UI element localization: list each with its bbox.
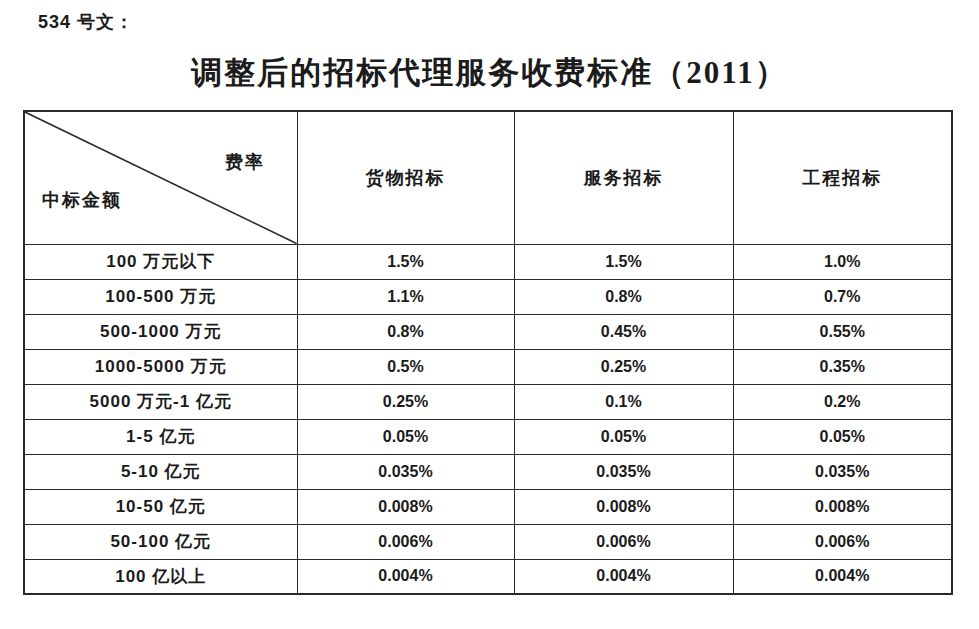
diagonal-divider-line [25,112,297,244]
fee-cell-engineering: 0.008% [733,489,952,524]
fee-cell-engineering: 0.004% [733,559,952,594]
fee-cell-service: 0.05% [514,419,733,454]
fee-cell-goods: 0.004% [297,559,514,594]
fee-cell-service: 0.008% [514,489,733,524]
fee-cell-goods: 0.008% [297,489,514,524]
amount-cell: 10-50 亿元 [24,489,297,524]
fee-cell-goods: 0.8% [297,314,514,349]
column-header-service: 服务招标 [514,111,733,244]
fee-cell-service: 0.25% [514,349,733,384]
amount-cell: 50-100 亿元 [24,524,297,559]
column-header-goods: 货物招标 [297,111,514,244]
fee-cell-service: 0.8% [514,279,733,314]
fee-cell-service: 0.035% [514,454,733,489]
table-row: 500-1000 万元 0.8% 0.45% 0.55% [24,314,952,349]
fee-cell-goods: 1.5% [297,244,514,279]
amount-cell: 500-1000 万元 [24,314,297,349]
fee-cell-goods: 0.006% [297,524,514,559]
amount-cell: 5-10 亿元 [24,454,297,489]
table-row: 100 亿以上 0.004% 0.004% 0.004% [24,559,952,594]
diagonal-corner-cell: 费率 中标金额 [24,111,297,244]
fee-cell-engineering: 0.035% [733,454,952,489]
fee-cell-engineering: 0.35% [733,349,952,384]
corner-label-rate: 费率 [225,150,265,174]
page-title: 调整后的招标代理服务收费标准（2011） [0,52,979,94]
fee-cell-goods: 0.25% [297,384,514,419]
fee-cell-service: 0.1% [514,384,733,419]
amount-cell: 100 亿以上 [24,559,297,594]
table-row: 50-100 亿元 0.006% 0.006% 0.006% [24,524,952,559]
table-row: 10-50 亿元 0.008% 0.008% 0.008% [24,489,952,524]
table-row: 1-5 亿元 0.05% 0.05% 0.05% [24,419,952,454]
fee-cell-engineering: 0.55% [733,314,952,349]
fee-cell-goods: 0.035% [297,454,514,489]
document-page: 534 号文： 调整后的招标代理服务收费标准（2011） 费率 中标金额 货物招… [0,0,979,629]
table-row: 100 万元以下 1.5% 1.5% 1.0% [24,244,952,279]
table-header-row: 费率 中标金额 货物招标 服务招标 工程招标 [24,111,952,244]
fee-cell-engineering: 0.7% [733,279,952,314]
table-row: 100-500 万元 1.1% 0.8% 0.7% [24,279,952,314]
fee-cell-service: 1.5% [514,244,733,279]
fee-cell-service: 0.006% [514,524,733,559]
fee-cell-engineering: 0.05% [733,419,952,454]
fee-cell-service: 0.004% [514,559,733,594]
fee-cell-goods: 0.5% [297,349,514,384]
corner-label-amount: 中标金额 [42,188,122,212]
table-row: 5-10 亿元 0.035% 0.035% 0.035% [24,454,952,489]
amount-cell: 1-5 亿元 [24,419,297,454]
fee-rate-table: 费率 中标金额 货物招标 服务招标 工程招标 100 万元以下 1.5% 1.5… [23,110,953,595]
fee-cell-engineering: 0.2% [733,384,952,419]
amount-cell: 5000 万元-1 亿元 [24,384,297,419]
table-row: 5000 万元-1 亿元 0.25% 0.1% 0.2% [24,384,952,419]
fee-cell-service: 0.45% [514,314,733,349]
fee-cell-engineering: 0.006% [733,524,952,559]
amount-cell: 100 万元以下 [24,244,297,279]
fee-cell-goods: 1.1% [297,279,514,314]
amount-cell: 1000-5000 万元 [24,349,297,384]
table-row: 1000-5000 万元 0.5% 0.25% 0.35% [24,349,952,384]
document-reference-label: 534 号文： [38,10,134,34]
column-header-engineering: 工程招标 [733,111,952,244]
fee-cell-goods: 0.05% [297,419,514,454]
fee-cell-engineering: 1.0% [733,244,952,279]
amount-cell: 100-500 万元 [24,279,297,314]
